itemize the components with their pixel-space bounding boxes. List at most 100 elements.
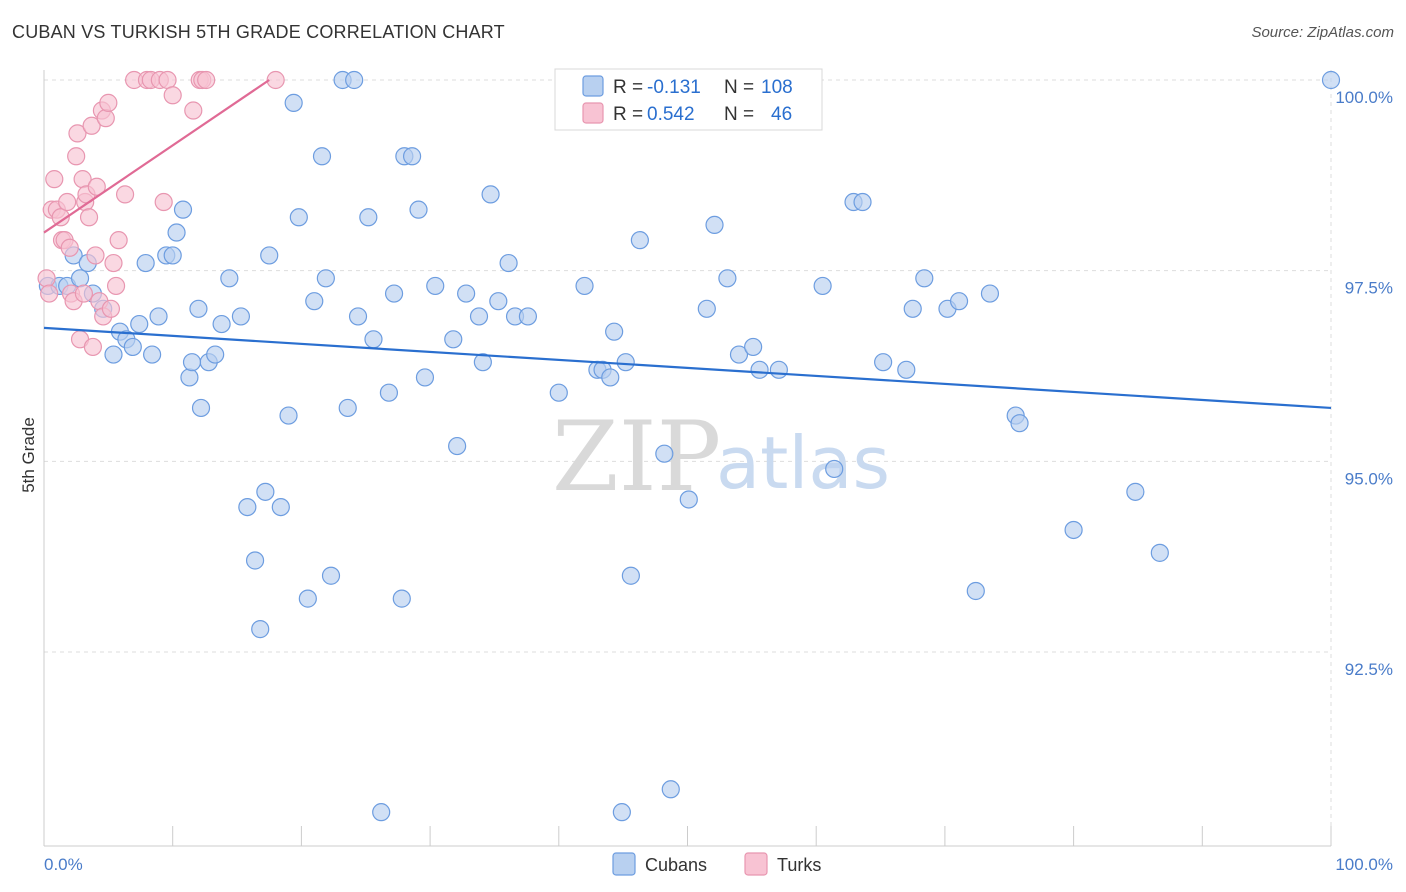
cubans-point-73	[621, 566, 640, 585]
cubans-point-18	[167, 223, 186, 242]
cubans-point-96	[980, 284, 1000, 303]
legend-r-value-turks: 0.542	[647, 104, 695, 125]
cubans-point-83	[750, 360, 769, 379]
cubans-point-39	[312, 147, 332, 166]
cubans-point-59	[469, 307, 489, 326]
y-axis-tick-labels: 92.5% 95.0% 97.5% 100.0%	[1335, 88, 1393, 679]
cubans-point-4	[70, 269, 90, 288]
cubans-point-78	[697, 299, 716, 318]
turks-point-41	[184, 101, 203, 120]
legend-r-label-cubans: R =	[613, 77, 643, 98]
cubans-point-37	[298, 589, 317, 608]
cubans-point-15	[149, 307, 168, 326]
cubans-point-71	[605, 322, 624, 341]
y-axis-title: 5th Grade	[19, 417, 38, 493]
cubans-trend-line	[43, 326, 1332, 410]
cubans-point-101	[1150, 543, 1169, 562]
chart-source: Source: ZipAtlas.com	[1251, 24, 1394, 41]
turks-trend-line	[43, 79, 270, 234]
turks-point-8	[58, 192, 77, 212]
cubans-point-80	[718, 269, 737, 288]
cubans-point-48	[379, 383, 399, 402]
cubans-point-50	[392, 589, 411, 608]
cubans-point-81	[729, 345, 749, 364]
cubans-point-91	[903, 299, 922, 318]
x-axis-ticks	[43, 826, 1332, 846]
turks-point-1	[40, 284, 59, 303]
cubans-point-36	[289, 208, 308, 227]
y-tick-label-2: 97.5%	[1345, 279, 1393, 298]
cubans-point-105	[182, 353, 202, 372]
y-tick-label-1: 95.0%	[1345, 469, 1393, 488]
cubans-point-84	[769, 360, 788, 379]
cubans-point-27	[231, 307, 251, 326]
cubans-point-33	[271, 497, 290, 517]
cubans-point-25	[212, 314, 231, 334]
cubans-point-74	[630, 231, 649, 250]
cubans-point-53	[409, 200, 428, 219]
bottom-legend-swatch-cubans	[612, 852, 636, 876]
turks-point-39	[158, 70, 177, 90]
cubans-point-88	[853, 192, 872, 212]
cubans-point-24	[206, 345, 225, 364]
turks-point-20	[82, 116, 101, 135]
turks-points	[37, 70, 285, 357]
cubans-point-63	[499, 253, 518, 273]
legend-swatch-cubans	[582, 75, 604, 97]
turks-point-19	[79, 208, 99, 227]
cubans-point-102	[1321, 70, 1341, 90]
legend-r-value-cubans: -0.131	[647, 77, 701, 98]
cubans-point-26	[220, 269, 239, 288]
cubans-point-58	[457, 284, 476, 303]
turks-point-3	[45, 170, 64, 189]
turks-point-16	[74, 284, 93, 303]
turks-point-5	[51, 208, 70, 227]
cubans-point-46	[359, 208, 378, 227]
turks-point-29	[101, 299, 121, 318]
cubans-point-43	[338, 398, 357, 418]
cubans-point-19	[173, 200, 193, 219]
cubans-point-79	[705, 215, 724, 235]
cubans-point-104	[612, 803, 631, 822]
turks-point-30	[104, 253, 123, 273]
cubans-point-57	[448, 436, 467, 456]
cubans-point-29	[245, 551, 265, 570]
x-tick-label-max: 100.0%	[1335, 855, 1393, 874]
x-tick-label-min: 0.0%	[44, 855, 83, 874]
cubans-point-66	[549, 383, 568, 402]
turks-point-38	[154, 192, 173, 212]
cubans-point-49	[384, 284, 404, 303]
cubans-point-60	[473, 353, 492, 372]
cubans-point-8	[104, 345, 123, 364]
cubans-point-62	[489, 292, 508, 311]
legend-r-label-turks: R =	[613, 104, 643, 125]
cubans-point-90	[897, 360, 916, 379]
legend-n-value-turks: 46	[771, 104, 792, 125]
turks-point-33	[115, 185, 135, 204]
cubans-point-72	[616, 353, 635, 372]
cubans-point-12	[130, 314, 149, 334]
cubans-point-30	[251, 620, 270, 639]
cubans-point-95	[966, 581, 985, 601]
cubans-point-38	[305, 292, 324, 311]
chart-title: CUBAN VS TURKISH 5TH GRADE CORRELATION C…	[12, 22, 505, 42]
bottom-legend-label-cubans: Cubans	[645, 855, 707, 875]
watermark-atlas: atlas	[716, 421, 890, 505]
legend-swatch-turks	[582, 102, 604, 124]
cubans-point-44	[345, 70, 364, 90]
cubans-point-13	[136, 253, 155, 273]
turks-point-23	[87, 177, 106, 196]
turks-point-28	[99, 93, 118, 112]
y-tick-label-3: 100.0%	[1335, 88, 1393, 107]
cubans-point-45	[348, 307, 368, 326]
cubans-point-65	[518, 307, 538, 326]
cubans-point-103	[372, 803, 391, 822]
cubans-point-17	[163, 246, 182, 265]
cubans-point-86	[825, 459, 844, 479]
cubans-point-32	[260, 246, 279, 265]
turks-point-21	[83, 337, 103, 357]
cubans-point-67	[575, 276, 594, 296]
turks-point-32	[109, 231, 128, 250]
cubans-point-47	[364, 330, 383, 349]
cubans-point-77	[679, 490, 698, 509]
